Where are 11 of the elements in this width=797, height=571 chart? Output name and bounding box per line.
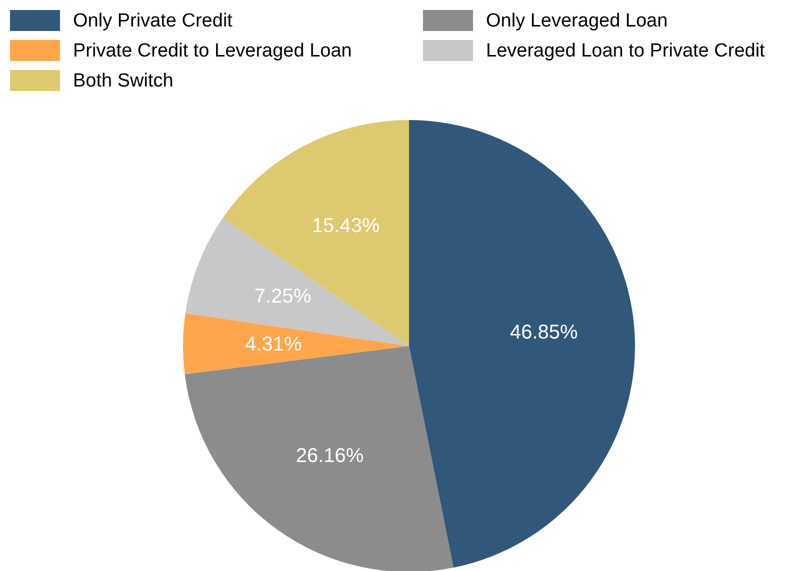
pie-slice	[183, 313, 409, 374]
pie-slice	[409, 120, 635, 568]
legend-label: Private Credit to Leveraged Loan	[73, 40, 352, 62]
legend-label: Leveraged Loan to Private Credit	[486, 40, 766, 62]
data-label: 46.85%	[510, 322, 578, 344]
legend-label: Both Switch	[73, 70, 174, 92]
legend-label: Only Private Credit	[73, 10, 234, 32]
data-label: 15.43%	[312, 215, 380, 238]
data-label: 26.16%	[296, 445, 364, 468]
legend-label: Only Leveraged Loan	[486, 10, 668, 32]
data-label: 4.31%	[245, 334, 302, 356]
